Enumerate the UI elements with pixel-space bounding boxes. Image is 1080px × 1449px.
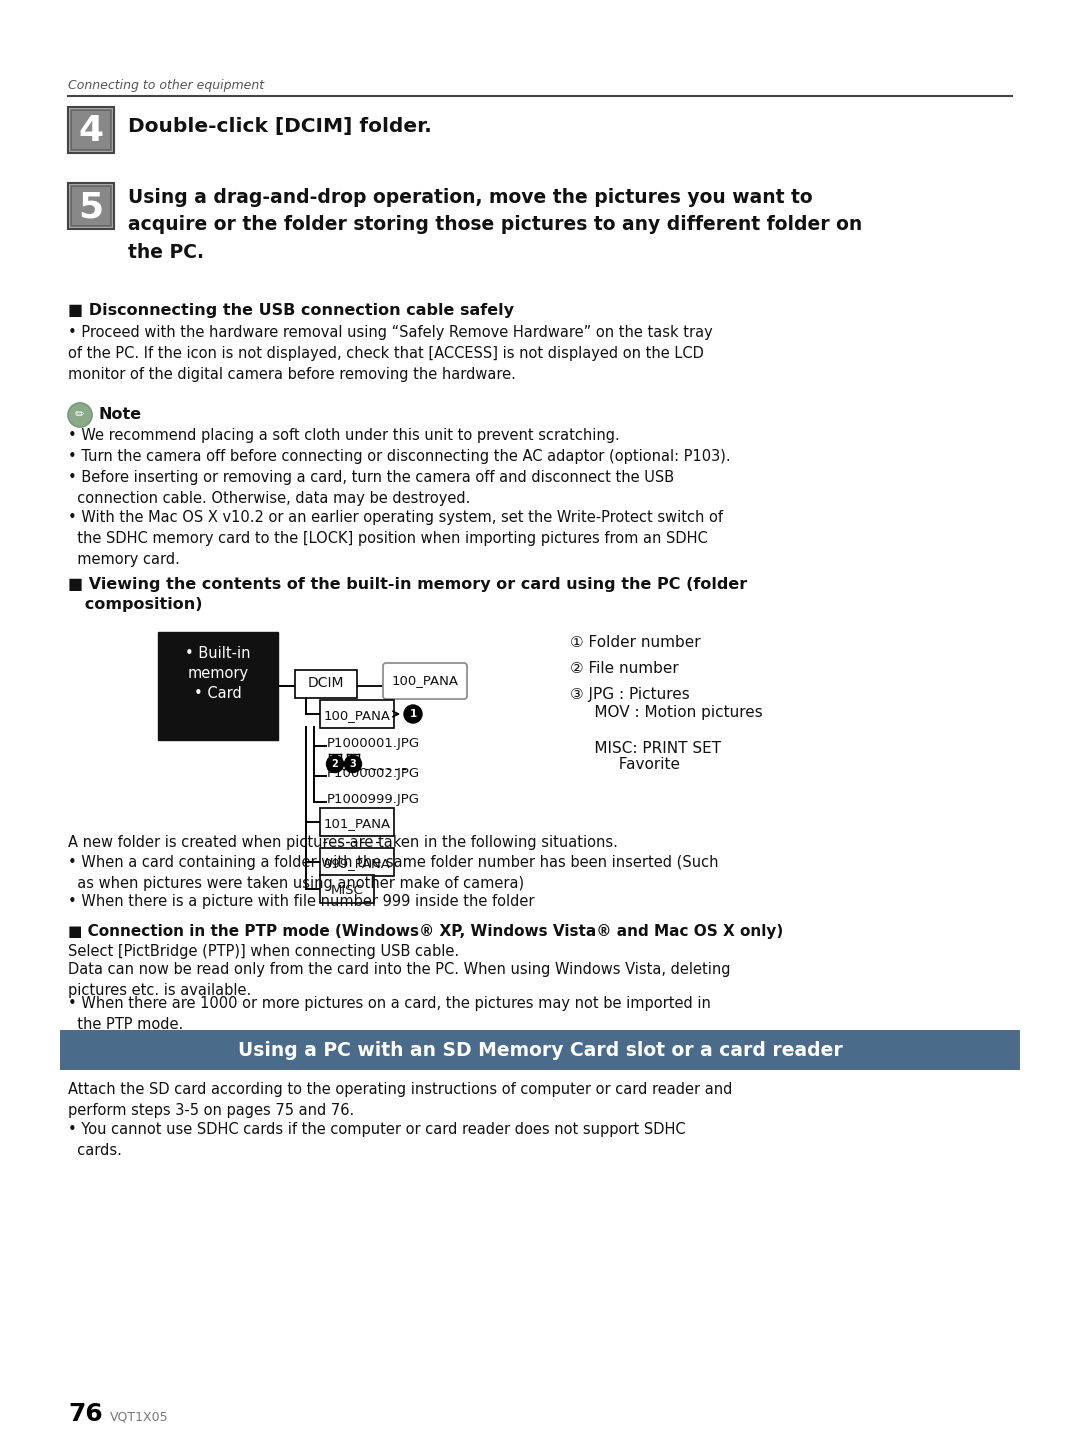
Text: ■ Disconnecting the USB connection cable safely: ■ Disconnecting the USB connection cable… [68, 303, 514, 317]
Text: Using a PC with an SD Memory Card slot or a card reader: Using a PC with an SD Memory Card slot o… [238, 1040, 842, 1059]
Bar [68, 183, 114, 229]
Circle shape [68, 403, 92, 427]
Text: 999_PANA: 999_PANA [324, 856, 391, 869]
Text: • When there are 1000 or more pictures on a card, the pictures may not be import: • When there are 1000 or more pictures o… [68, 995, 711, 1032]
FancyBboxPatch shape [320, 875, 374, 903]
Text: 5: 5 [79, 190, 104, 225]
Bar [69, 184, 113, 227]
Text: • Proceed with the hardware removal using “Safely Remove Hardware” on the task t: • Proceed with the hardware removal usin… [68, 325, 713, 381]
Text: MOV : Motion pictures: MOV : Motion pictures [570, 706, 762, 720]
Bar [68, 107, 114, 154]
Bar [68, 107, 114, 154]
Text: ■ Connection in the PTP mode (Windows® XP, Windows Vista® and Mac OS X only): ■ Connection in the PTP mode (Windows® X… [68, 924, 783, 939]
Text: DCIM: DCIM [308, 677, 345, 690]
Text: Select [PictBridge (PTP)] when connecting USB cable.: Select [PictBridge (PTP)] when connectin… [68, 943, 459, 959]
Text: • You cannot use SDHC cards if the computer or card reader does not support SDHC: • You cannot use SDHC cards if the compu… [68, 1122, 686, 1158]
Text: memory: memory [188, 667, 248, 681]
Text: 4: 4 [79, 114, 104, 148]
Text: VQT1X05: VQT1X05 [110, 1410, 168, 1423]
Circle shape [404, 706, 422, 723]
Text: • When a card containing a folder with the same folder number has been inserted : • When a card containing a folder with t… [68, 855, 718, 891]
Text: • When there is a picture with file number 999 inside the folder: • When there is a picture with file numb… [68, 894, 535, 909]
Text: MISC: MISC [330, 884, 363, 897]
Text: ■ Viewing the contents of the built-in memory or card using the PC (folder
   co: ■ Viewing the contents of the built-in m… [68, 577, 747, 611]
Text: Double-click [DCIM] folder.: Double-click [DCIM] folder. [129, 117, 432, 136]
FancyBboxPatch shape [383, 664, 467, 698]
Text: P1000001.JPG: P1000001.JPG [327, 738, 420, 751]
Bar [72, 112, 110, 149]
Circle shape [345, 755, 362, 772]
FancyBboxPatch shape [295, 669, 357, 698]
Text: Data can now be read only from the card into the PC. When using Windows Vista, d: Data can now be read only from the card … [68, 962, 730, 998]
Bar [70, 185, 111, 226]
Bar [71, 110, 111, 149]
Text: ② File number: ② File number [570, 661, 678, 677]
Text: Note: Note [98, 407, 141, 422]
Text: Favorite: Favorite [570, 756, 680, 772]
Text: ① Folder number: ① Folder number [570, 635, 701, 651]
Bar [70, 110, 111, 151]
Bar [69, 184, 112, 227]
Circle shape [326, 755, 343, 772]
Text: • Before inserting or removing a card, turn the camera off and disconnect the US: • Before inserting or removing a card, t… [68, 469, 674, 506]
Text: Attach the SD card according to the operating instructions of computer or card r: Attach the SD card according to the oper… [68, 1082, 732, 1117]
Bar [158, 632, 278, 740]
Text: A new folder is created when pictures are taken in the following situations.: A new folder is created when pictures ar… [68, 835, 618, 851]
Bar [69, 107, 113, 152]
Text: 100_PANA: 100_PANA [391, 674, 459, 687]
Bar [60, 1030, 1020, 1069]
Text: Using a drag-and-drop operation, move the pictures you want to
acquire or the fo: Using a drag-and-drop operation, move th… [129, 188, 862, 261]
Bar [71, 187, 111, 226]
Text: ✏: ✏ [76, 409, 85, 422]
Text: Connecting to other equipment: Connecting to other equipment [68, 80, 265, 91]
Text: P1000002.JPG: P1000002.JPG [327, 767, 420, 780]
Text: 2: 2 [332, 759, 338, 769]
Text: 1: 1 [409, 709, 417, 719]
FancyBboxPatch shape [320, 700, 394, 727]
Text: • Built-in: • Built-in [186, 646, 251, 661]
Text: ③ JPG : Pictures: ③ JPG : Pictures [570, 687, 690, 701]
Text: 3: 3 [350, 759, 356, 769]
Text: • We recommend placing a soft cloth under this unit to prevent scratching.: • We recommend placing a soft cloth unde… [68, 427, 620, 443]
Text: 100_PANA: 100_PANA [324, 709, 391, 722]
Text: 76: 76 [68, 1403, 103, 1426]
FancyBboxPatch shape [320, 848, 394, 877]
Text: P1000999.JPG: P1000999.JPG [327, 793, 420, 806]
Text: • With the Mac OS X v10.2 or an earlier operating system, set the Write-Protect : • With the Mac OS X v10.2 or an earlier … [68, 510, 723, 567]
Bar [68, 183, 114, 229]
Text: MISC: PRINT SET: MISC: PRINT SET [570, 740, 721, 756]
FancyBboxPatch shape [320, 809, 394, 836]
Text: • Card: • Card [194, 685, 242, 701]
Text: • Turn the camera off before connecting or disconnecting the AC adaptor (optiona: • Turn the camera off before connecting … [68, 449, 731, 464]
Text: 101_PANA: 101_PANA [323, 817, 391, 830]
Bar [69, 109, 112, 151]
Bar [72, 187, 110, 225]
